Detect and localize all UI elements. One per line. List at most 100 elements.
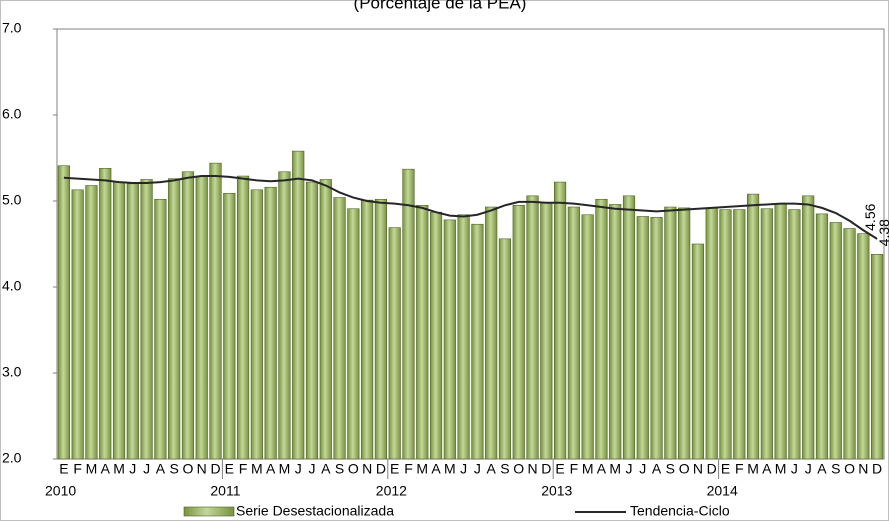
bar [733, 209, 746, 460]
bar [526, 195, 539, 460]
y-tick-label: 3.0 [2, 364, 22, 380]
bar [498, 238, 512, 460]
x-tick-label: S [169, 461, 178, 477]
x-tick-label: M [775, 461, 787, 477]
x-tick-label: D [376, 461, 386, 477]
bar [126, 183, 139, 460]
year-label: 2011 [210, 483, 240, 499]
x-tick-label: N [197, 461, 207, 477]
bar [595, 198, 608, 460]
bar [746, 193, 760, 460]
bar [264, 186, 277, 460]
x-tick-label: J [626, 461, 633, 477]
x-tick-label: F [570, 461, 579, 477]
x-tick-label: A [597, 461, 607, 477]
bar [760, 208, 773, 460]
x-tick-label: F [735, 461, 744, 477]
x-tick-label: J [129, 461, 136, 477]
y-tick-label: 5.0 [2, 192, 22, 208]
year-label: 2013 [541, 483, 572, 499]
bar [843, 228, 856, 460]
x-tick-label: F [239, 461, 248, 477]
bar [209, 162, 222, 460]
bar [388, 227, 401, 460]
x-tick-label: D [707, 461, 717, 477]
bar [664, 206, 677, 460]
bar [416, 205, 429, 460]
bar [678, 207, 691, 460]
bar [71, 189, 84, 460]
x-tick-label: O [679, 461, 690, 477]
x-tick-label: O [348, 461, 359, 477]
x-tick-label: S [335, 461, 344, 477]
bar [181, 171, 195, 460]
bar [347, 208, 360, 460]
x-tick-label: J [805, 461, 812, 477]
bar [857, 233, 870, 460]
x-tick-label: E [555, 461, 564, 477]
bar [99, 168, 112, 460]
x-tick-label: J [791, 461, 798, 477]
x-tick-label: J [143, 461, 150, 477]
x-tick-label: E [225, 461, 234, 477]
bar [236, 175, 250, 460]
bar [223, 192, 236, 460]
x-tick-label: J [308, 461, 315, 477]
year-label: 2014 [707, 483, 738, 499]
bar [140, 179, 153, 460]
x-tick-label: A [487, 461, 497, 477]
bar [691, 243, 705, 460]
bar [581, 214, 594, 460]
y-tick-label: 2.0 [2, 450, 22, 466]
bar [471, 223, 484, 460]
x-tick-label: S [500, 461, 509, 477]
bar [168, 178, 181, 460]
x-tick-label: M [86, 461, 98, 477]
bar [250, 189, 263, 460]
bar [815, 213, 829, 460]
bar [540, 202, 553, 460]
x-tick-label: M [609, 461, 621, 477]
x-tick-label: M [279, 461, 291, 477]
bar [333, 197, 346, 460]
bar [292, 150, 305, 460]
legend-label: Tendencia-Ciclo [630, 503, 730, 519]
x-tick-label: F [73, 461, 82, 477]
legend-swatch [183, 506, 235, 517]
bar [788, 209, 801, 460]
x-tick-label: D [872, 461, 882, 477]
x-tick-label: S [831, 461, 840, 477]
x-tick-label: O [182, 461, 193, 477]
bar [195, 175, 208, 460]
bar [112, 181, 126, 460]
x-tick-label: S [666, 461, 675, 477]
x-tick-label: J [474, 461, 481, 477]
bar [85, 185, 98, 460]
bar [636, 216, 649, 460]
trend-line [63, 175, 878, 240]
bar [429, 211, 443, 460]
x-tick-label: J [639, 461, 646, 477]
bar [554, 181, 567, 460]
bar [361, 199, 374, 460]
bar [278, 171, 291, 460]
x-tick-label: M [113, 461, 125, 477]
bar [512, 205, 525, 460]
bar [57, 165, 70, 460]
y-tick-label: 7.0 [2, 20, 22, 36]
x-tick-label: E [390, 461, 399, 477]
chart-title: (Porcentaje de la PEA) [354, 0, 527, 12]
year-label: 2012 [376, 483, 407, 499]
x-tick-label: J [460, 461, 467, 477]
data-label: 4.56 [862, 203, 878, 230]
bar [719, 209, 732, 460]
x-tick-label: N [527, 461, 537, 477]
bar [485, 206, 498, 460]
x-tick-label: N [362, 461, 372, 477]
bar [567, 206, 580, 460]
x-tick-label: A [101, 461, 111, 477]
bar [374, 198, 387, 460]
x-tick-label: N [693, 461, 703, 477]
x-tick-label: A [817, 461, 827, 477]
bar [871, 254, 884, 460]
